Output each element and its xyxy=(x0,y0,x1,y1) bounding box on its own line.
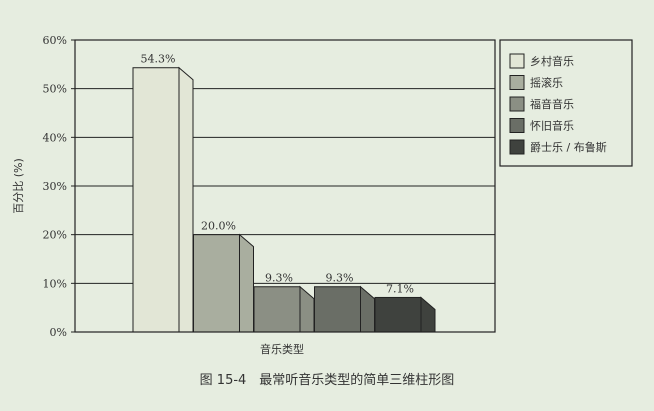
y-tick-label: 30% xyxy=(43,180,67,193)
y-axis-title: 百分比 (%) xyxy=(12,158,25,214)
legend-label: 乡村音乐 xyxy=(530,54,574,68)
bar-front-face xyxy=(314,286,361,333)
bar xyxy=(374,296,436,333)
bar-side-face xyxy=(360,285,375,333)
legend-swatch xyxy=(509,118,525,133)
bar-front-face xyxy=(253,286,301,333)
legend-swatch xyxy=(509,53,525,69)
legend-label: 福音音乐 xyxy=(530,97,574,111)
bar-side-face xyxy=(420,296,436,333)
figure-caption: 图 15-4 最常听音乐类型的简单三维柱形图 xyxy=(200,372,455,388)
data-labels: 54.3% 20.0% 9.3% 9.3% 7.1% xyxy=(141,53,414,296)
legend-item: 怀旧音乐 xyxy=(509,118,574,133)
bar xyxy=(193,233,254,333)
y-tick-label: 50% xyxy=(43,83,67,96)
y-tick-labels: 0% 10% 20% 30% 40% 50% 60% xyxy=(43,34,67,339)
data-label: 54.3% xyxy=(141,53,176,66)
legend-item: 爵士乐 / 布鲁斯 xyxy=(509,139,607,155)
plot-frame xyxy=(74,39,496,333)
y-tick-label: 60% xyxy=(43,34,67,47)
legend-box xyxy=(499,39,633,167)
legend-item: 福音音乐 xyxy=(509,96,574,112)
bar-front-face xyxy=(132,67,180,333)
y-tick-label: 0% xyxy=(50,326,67,339)
legend-swatch xyxy=(509,139,525,155)
legend-label: 摇滚乐 xyxy=(530,76,563,90)
bar-side-face xyxy=(239,233,254,333)
bar-side-face xyxy=(178,66,194,333)
y-tick-label: 10% xyxy=(43,277,67,290)
bar-front-face xyxy=(193,234,240,333)
legend-item: 摇滚乐 xyxy=(509,75,563,90)
bar xyxy=(253,285,315,333)
y-tick-label: 40% xyxy=(43,131,67,144)
legend-swatch xyxy=(509,96,525,112)
bar xyxy=(132,66,194,333)
legend-label: 爵士乐 / 布鲁斯 xyxy=(530,140,607,154)
data-label: 9.3% xyxy=(326,272,354,285)
legend-label: 怀旧音乐 xyxy=(530,119,574,133)
bar-front-face xyxy=(374,296,422,333)
data-label: 20.0% xyxy=(201,220,236,233)
data-label: 7.1% xyxy=(386,282,414,295)
x-axis-title: 音乐类型 xyxy=(260,342,304,356)
y-tick-label: 20% xyxy=(43,229,67,242)
bars xyxy=(132,66,436,333)
legend-swatch xyxy=(509,75,525,90)
bar xyxy=(314,285,375,333)
bar-side-face xyxy=(299,285,315,333)
legend-item: 乡村音乐 xyxy=(509,53,574,69)
data-label: 9.3% xyxy=(265,272,293,285)
